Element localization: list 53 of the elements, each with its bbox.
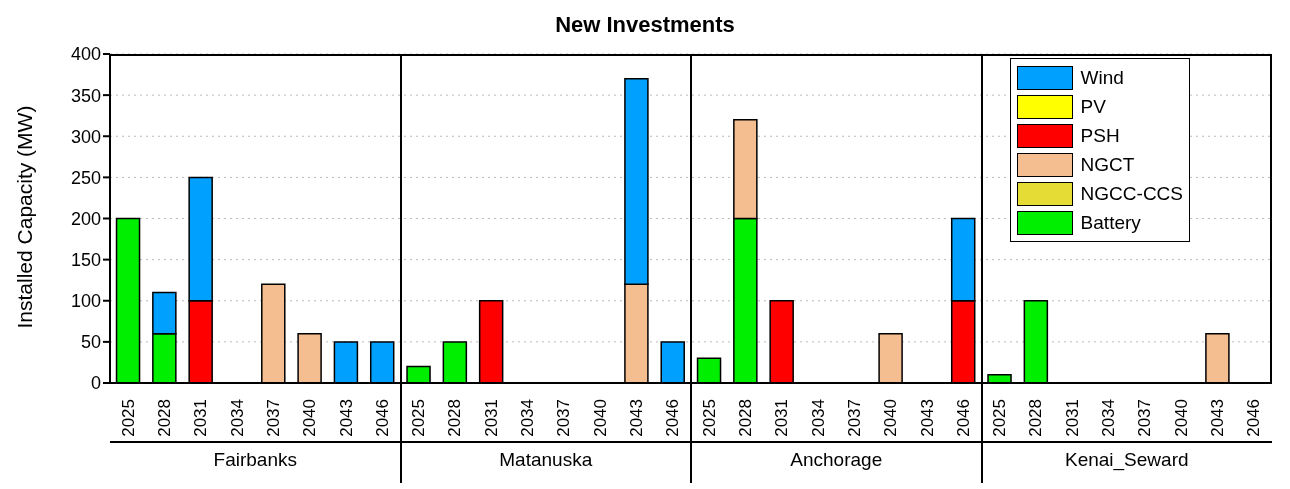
x-tick-label: 2031	[191, 399, 211, 437]
x-tick-label: 2025	[409, 399, 429, 437]
legend-label: PSH	[1080, 124, 1120, 148]
legend-label: PV	[1080, 95, 1106, 119]
x-tick-label: 2037	[263, 399, 283, 437]
x-tick-label: 2043	[1208, 399, 1228, 437]
x-tick-label: 2025	[118, 399, 138, 437]
x-tick-label: 2034	[518, 399, 538, 437]
x-tick-label: 2028	[1026, 399, 1046, 437]
x-tick-label: 2028	[445, 399, 465, 437]
x-tick-label: 2028	[735, 399, 755, 437]
x-tick-label: 2037	[554, 399, 574, 437]
x-tick-label: 2040	[590, 399, 610, 437]
y-tick-label: 100	[70, 291, 101, 312]
x-tick-label: 2031	[481, 399, 501, 437]
legend-label: NGCT	[1080, 153, 1135, 177]
x-tick-label: 2034	[1099, 399, 1119, 437]
x-tick-label: 2040	[881, 399, 901, 437]
x-tick-label: 2046	[1244, 399, 1264, 437]
y-tick-label: 150	[70, 250, 101, 271]
y-axis-title: Installed Capacity (MW)	[13, 105, 37, 329]
y-tick-label: 50	[80, 332, 101, 353]
y-tick-label: 250	[70, 167, 101, 188]
x-tick-label: 2040	[300, 399, 320, 437]
y-tick-label: 0	[90, 373, 101, 394]
x-tick-label: 2037	[1135, 399, 1155, 437]
legend-label: Battery	[1080, 211, 1141, 235]
y-tick-label: 400	[70, 44, 101, 65]
x-tick-label: 2043	[627, 399, 647, 437]
x-tick-label: 2034	[227, 399, 247, 437]
x-tick-label: 2025	[699, 399, 719, 437]
text: Fairbanks	[212, 449, 298, 471]
y-tick-label: 300	[70, 126, 101, 147]
y-tick-label: 200	[70, 208, 101, 229]
legend-label: Wind	[1080, 66, 1124, 90]
text: Kenai_Seward	[1063, 449, 1190, 471]
x-tick-label: 2046	[953, 399, 973, 437]
x-tick-label: 2046	[372, 399, 392, 437]
legend-label: NGCC-CCS	[1080, 182, 1183, 206]
x-tick-label: 2028	[154, 399, 174, 437]
x-tick-label: 2037	[844, 399, 864, 437]
x-tick-label: 2043	[917, 399, 937, 437]
x-tick-label: 2031	[772, 399, 792, 437]
text: Anchorage	[789, 449, 884, 471]
x-tick-label: 2025	[990, 399, 1010, 437]
y-tick-label: 350	[70, 85, 101, 106]
x-tick-label: 2043	[336, 399, 356, 437]
x-tick-label: 2040	[1171, 399, 1191, 437]
x-tick-label: 2031	[1062, 399, 1082, 437]
x-tick-label: 2046	[663, 399, 683, 437]
chart-title: New Investments	[554, 12, 736, 38]
text: Matanuska	[498, 449, 594, 471]
x-tick-label: 2034	[808, 399, 828, 437]
